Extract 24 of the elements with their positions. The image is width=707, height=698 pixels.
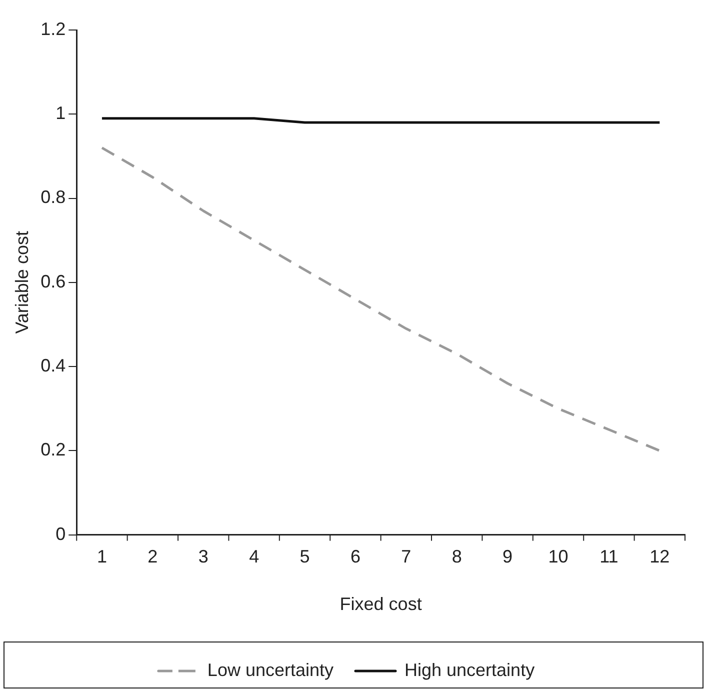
y-tick-label: 0.4 (40, 356, 66, 376)
x-axis-title: Fixed cost (340, 594, 422, 614)
x-tick-label: 4 (249, 546, 260, 567)
y-tick-label: 1 (56, 103, 66, 124)
y-tick-label: 1.2 (40, 18, 66, 39)
y-tick-label: 0.2 (40, 440, 66, 460)
y-tick-label: 0.6 (40, 271, 66, 292)
x-tick-label: 7 (401, 546, 412, 567)
y-axis-title: Variable cost (12, 231, 32, 334)
x-tick-label: 11 (600, 546, 618, 567)
line-series (100, 146, 661, 452)
y-tick-label: 0 (56, 524, 66, 544)
x-tick-label: 3 (198, 546, 208, 567)
x-tick-label: 8 (452, 546, 462, 567)
x-tick-label: 5 (300, 546, 310, 567)
x-tick-label: 10 (548, 546, 568, 567)
x-tick-label: 1 (96, 546, 107, 567)
legend-label: Low uncertainty (207, 660, 334, 680)
y-tick-label: 0.8 (40, 187, 66, 208)
x-tick-label: 6 (350, 546, 360, 567)
legend-label: High uncertainty (404, 660, 535, 680)
x-tick-label: 2 (148, 546, 158, 567)
x-tick-label: 9 (502, 546, 513, 567)
x-tick-label: 12 (650, 546, 670, 567)
